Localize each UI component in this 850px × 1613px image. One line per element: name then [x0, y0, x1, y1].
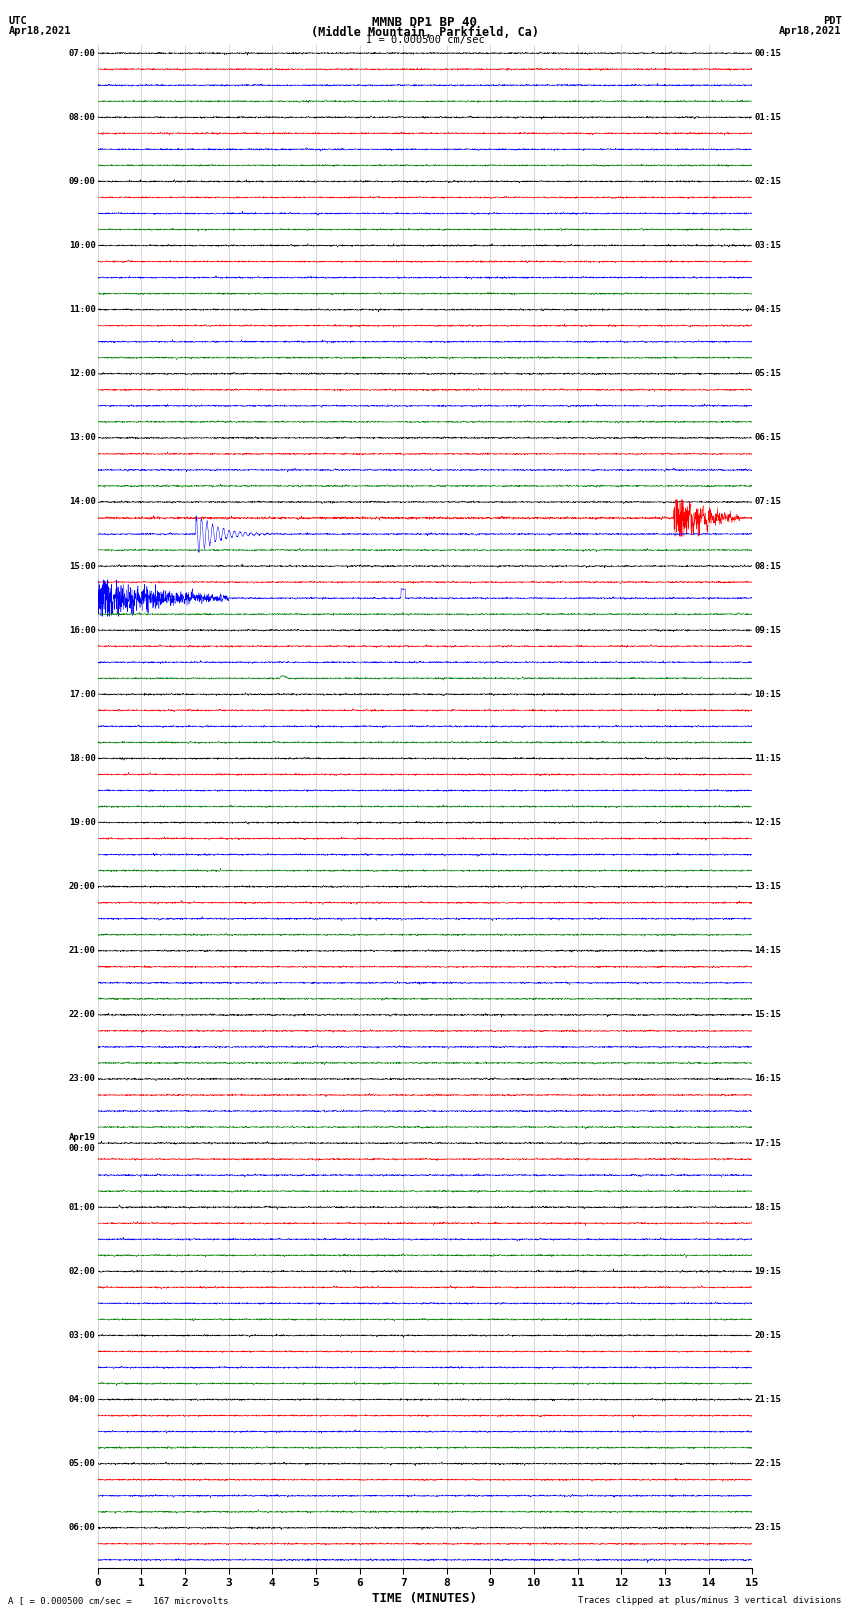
Text: 18:00: 18:00: [69, 753, 95, 763]
Text: 03:15: 03:15: [755, 240, 781, 250]
Text: 14:00: 14:00: [69, 497, 95, 506]
Text: 16:00: 16:00: [69, 626, 95, 634]
Text: 23:15: 23:15: [755, 1523, 781, 1532]
Text: 12:00: 12:00: [69, 369, 95, 377]
Text: 17:00: 17:00: [69, 690, 95, 698]
Text: 04:00: 04:00: [69, 1395, 95, 1403]
Text: 09:15: 09:15: [755, 626, 781, 634]
Text: 21:00: 21:00: [69, 947, 95, 955]
Text: 13:00: 13:00: [69, 434, 95, 442]
Text: I = 0.000500 cm/sec: I = 0.000500 cm/sec: [366, 35, 484, 45]
Text: 11:00: 11:00: [69, 305, 95, 315]
Text: 19:00: 19:00: [69, 818, 95, 827]
Text: 09:00: 09:00: [69, 177, 95, 185]
Text: 18:15: 18:15: [755, 1203, 781, 1211]
Text: 07:00: 07:00: [69, 48, 95, 58]
Text: 23:00: 23:00: [69, 1074, 95, 1084]
Text: PDT: PDT: [823, 16, 842, 26]
Text: 17:15: 17:15: [755, 1139, 781, 1147]
Text: 06:15: 06:15: [755, 434, 781, 442]
Text: 01:15: 01:15: [755, 113, 781, 123]
Text: 05:15: 05:15: [755, 369, 781, 377]
Text: 04:15: 04:15: [755, 305, 781, 315]
Text: 15:15: 15:15: [755, 1010, 781, 1019]
Text: 10:00: 10:00: [69, 240, 95, 250]
Text: 16:15: 16:15: [755, 1074, 781, 1084]
Text: 02:00: 02:00: [69, 1266, 95, 1276]
Text: 10:15: 10:15: [755, 690, 781, 698]
Text: Apr19
00:00: Apr19 00:00: [69, 1134, 95, 1153]
Text: MMNB DP1 BP 40: MMNB DP1 BP 40: [372, 16, 478, 29]
Text: 08:00: 08:00: [69, 113, 95, 123]
Text: A [ = 0.000500 cm/sec =    167 microvolts: A [ = 0.000500 cm/sec = 167 microvolts: [8, 1595, 229, 1605]
Text: 14:15: 14:15: [755, 947, 781, 955]
Text: 06:00: 06:00: [69, 1523, 95, 1532]
Text: 22:00: 22:00: [69, 1010, 95, 1019]
Text: 20:00: 20:00: [69, 882, 95, 890]
Text: 13:15: 13:15: [755, 882, 781, 890]
Text: 02:15: 02:15: [755, 177, 781, 185]
Text: 15:00: 15:00: [69, 561, 95, 571]
Text: 21:15: 21:15: [755, 1395, 781, 1403]
Text: 12:15: 12:15: [755, 818, 781, 827]
Text: 08:15: 08:15: [755, 561, 781, 571]
Text: Traces clipped at plus/minus 3 vertical divisions: Traces clipped at plus/minus 3 vertical …: [578, 1595, 842, 1605]
X-axis label: TIME (MINUTES): TIME (MINUTES): [372, 1592, 478, 1605]
Text: 22:15: 22:15: [755, 1460, 781, 1468]
Text: 11:15: 11:15: [755, 753, 781, 763]
Text: (Middle Mountain, Parkfield, Ca): (Middle Mountain, Parkfield, Ca): [311, 26, 539, 39]
Text: UTC: UTC: [8, 16, 27, 26]
Text: 01:00: 01:00: [69, 1203, 95, 1211]
Text: 07:15: 07:15: [755, 497, 781, 506]
Text: 03:00: 03:00: [69, 1331, 95, 1340]
Text: Apr18,2021: Apr18,2021: [8, 26, 71, 35]
Text: 00:15: 00:15: [755, 48, 781, 58]
Text: 20:15: 20:15: [755, 1331, 781, 1340]
Text: 19:15: 19:15: [755, 1266, 781, 1276]
Text: 05:00: 05:00: [69, 1460, 95, 1468]
Text: Apr18,2021: Apr18,2021: [779, 26, 842, 35]
